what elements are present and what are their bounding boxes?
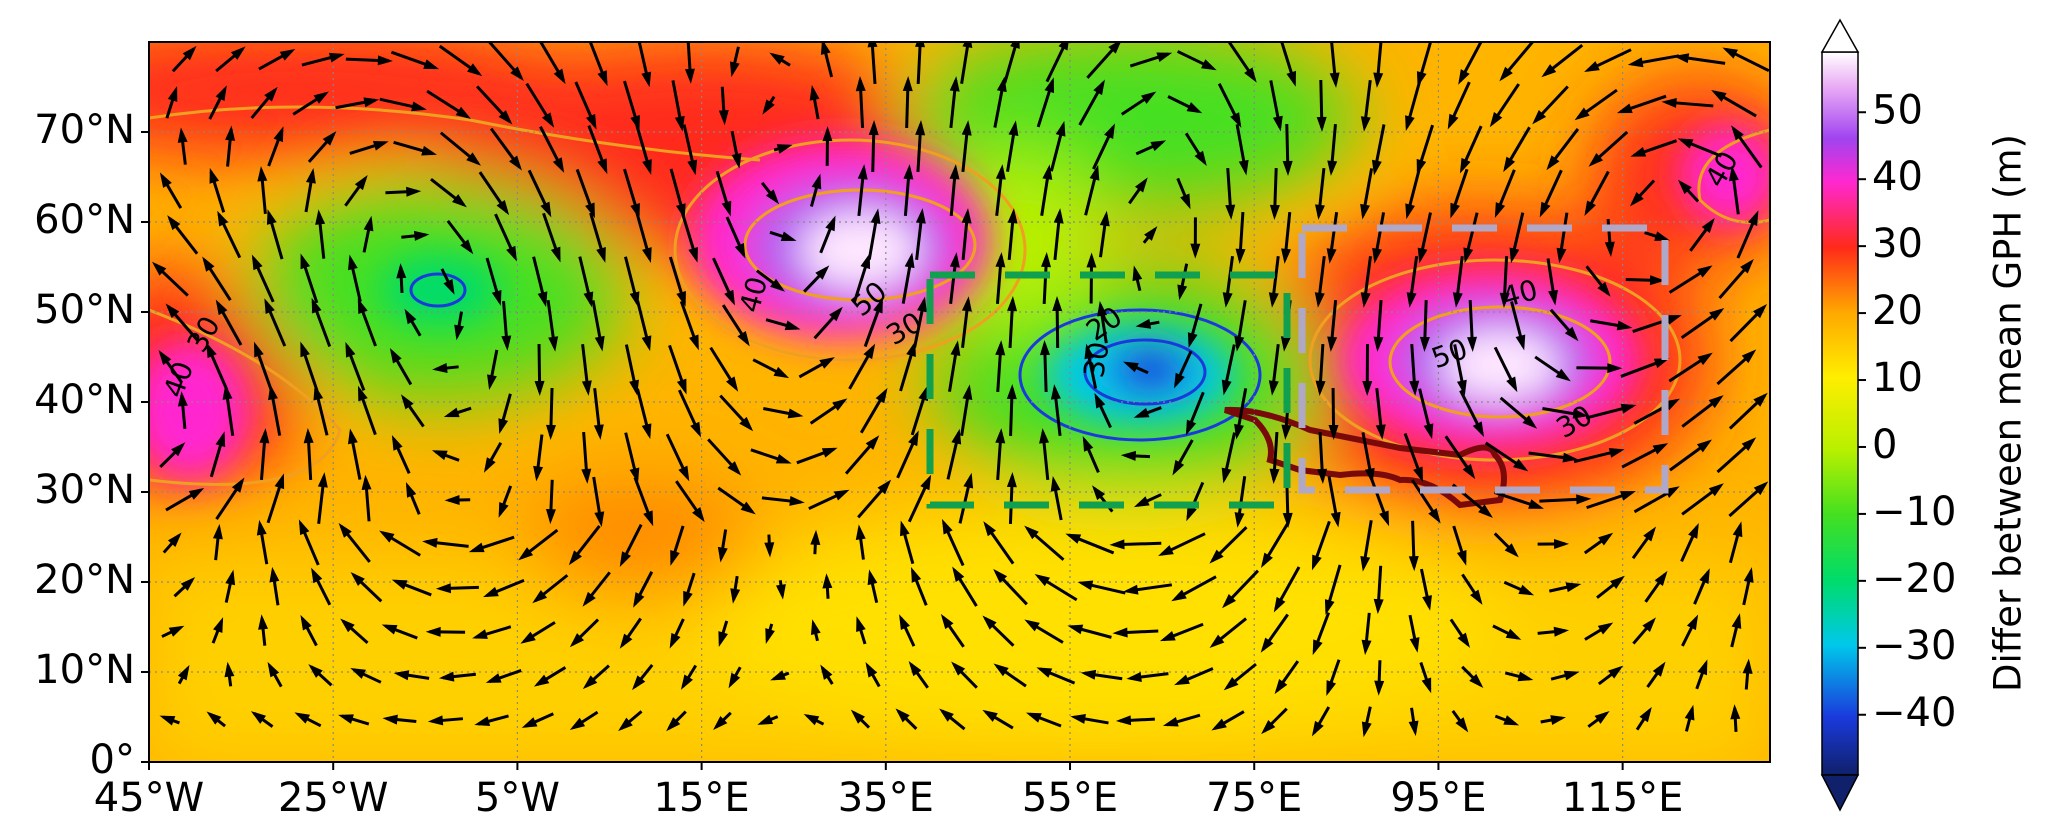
x-tick-label: 115°E: [1562, 775, 1684, 821]
y-tick-label: 50°N: [34, 287, 135, 333]
x-tick-label: 95°E: [1390, 775, 1486, 821]
colorbar-tick-label: 50: [1872, 87, 1923, 133]
y-tick-label: 0°: [90, 737, 135, 783]
y-tick-label: 60°N: [34, 197, 135, 243]
colorbar-tick-label: 0: [1872, 422, 1897, 468]
x-tick-label: 25°W: [278, 775, 388, 821]
x-tick-label: 35°E: [838, 775, 934, 821]
wind-arrow-head: [915, 32, 925, 47]
x-tick-label: 55°E: [1022, 775, 1118, 821]
contour-label: 30: [1077, 339, 1116, 380]
y-tick-label: 20°N: [34, 557, 135, 603]
wind-arrow-head: [867, 32, 877, 47]
colorbar-tick-label: −10: [1872, 489, 1956, 535]
x-tick-label: 15°E: [654, 775, 750, 821]
wind-arrow-head: [962, 32, 972, 48]
y-tick-label: 30°N: [34, 467, 135, 513]
colorbar-tick-label: −40: [1872, 690, 1956, 736]
colorbar-tick-label: 40: [1872, 154, 1923, 200]
y-tick-label: 70°N: [34, 107, 135, 153]
y-tick-label: 40°N: [34, 377, 135, 423]
colorbar-label: Differ between mean GPH (m): [1987, 134, 2030, 692]
colorbar-tick-label: 10: [1872, 355, 1923, 401]
colorbar-tick-label: 30: [1872, 221, 1923, 267]
colorbar: [1822, 52, 1858, 775]
colorbar-tick-label: −20: [1872, 556, 1956, 602]
colorbar-extend-max: [1822, 20, 1858, 52]
x-tick-label: 75°E: [1206, 775, 1302, 821]
colorbar-tick-label: −30: [1872, 623, 1956, 669]
x-tick-label: 5°W: [475, 775, 560, 821]
colorbar-extend-min: [1822, 775, 1858, 810]
colorbar-tick-label: 20: [1872, 288, 1923, 334]
wind-arrow-head: [1010, 33, 1020, 49]
y-tick-label: 10°N: [34, 647, 135, 693]
